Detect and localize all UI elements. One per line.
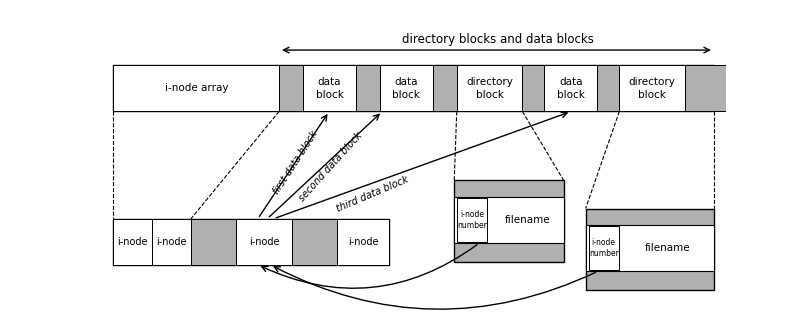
Bar <box>586 208 714 290</box>
Text: filename: filename <box>645 243 691 253</box>
Text: first data block: first data block <box>271 129 320 196</box>
Bar <box>236 219 292 265</box>
Bar <box>433 65 457 112</box>
Bar <box>153 219 191 265</box>
Bar <box>303 65 356 112</box>
Bar <box>685 65 736 112</box>
Bar <box>586 225 714 271</box>
Bar <box>113 219 389 265</box>
Bar <box>279 65 303 112</box>
Bar <box>457 65 522 112</box>
Text: i-node: i-node <box>348 237 378 247</box>
Text: third data block: third data block <box>335 174 411 214</box>
Text: i-node
number: i-node number <box>589 238 619 258</box>
Text: i-node: i-node <box>157 237 186 247</box>
Text: i-node array: i-node array <box>165 83 228 93</box>
Bar <box>113 65 714 112</box>
Text: filename: filename <box>504 215 550 225</box>
Text: directory
block: directory block <box>466 77 513 100</box>
Text: i-node
number: i-node number <box>458 210 487 230</box>
Bar <box>544 65 597 112</box>
Bar <box>589 226 619 270</box>
Text: i-node: i-node <box>249 237 279 247</box>
Text: data
block: data block <box>392 77 420 100</box>
Bar <box>380 65 433 112</box>
Text: second data block: second data block <box>297 130 365 204</box>
Bar <box>458 198 487 242</box>
Bar <box>454 197 564 243</box>
Bar <box>356 65 380 112</box>
Text: data
block: data block <box>557 77 585 100</box>
Text: directory
block: directory block <box>629 77 675 100</box>
Bar <box>597 65 619 112</box>
Bar <box>113 219 153 265</box>
Bar <box>337 219 389 265</box>
Bar <box>191 219 236 265</box>
Bar <box>113 65 279 112</box>
Bar <box>619 65 685 112</box>
Text: i-node: i-node <box>118 237 148 247</box>
Bar <box>292 219 337 265</box>
Bar <box>454 181 564 262</box>
Text: data
block: data block <box>316 77 344 100</box>
Text: directory blocks and data blocks: directory blocks and data blocks <box>402 33 594 46</box>
Bar <box>522 65 544 112</box>
